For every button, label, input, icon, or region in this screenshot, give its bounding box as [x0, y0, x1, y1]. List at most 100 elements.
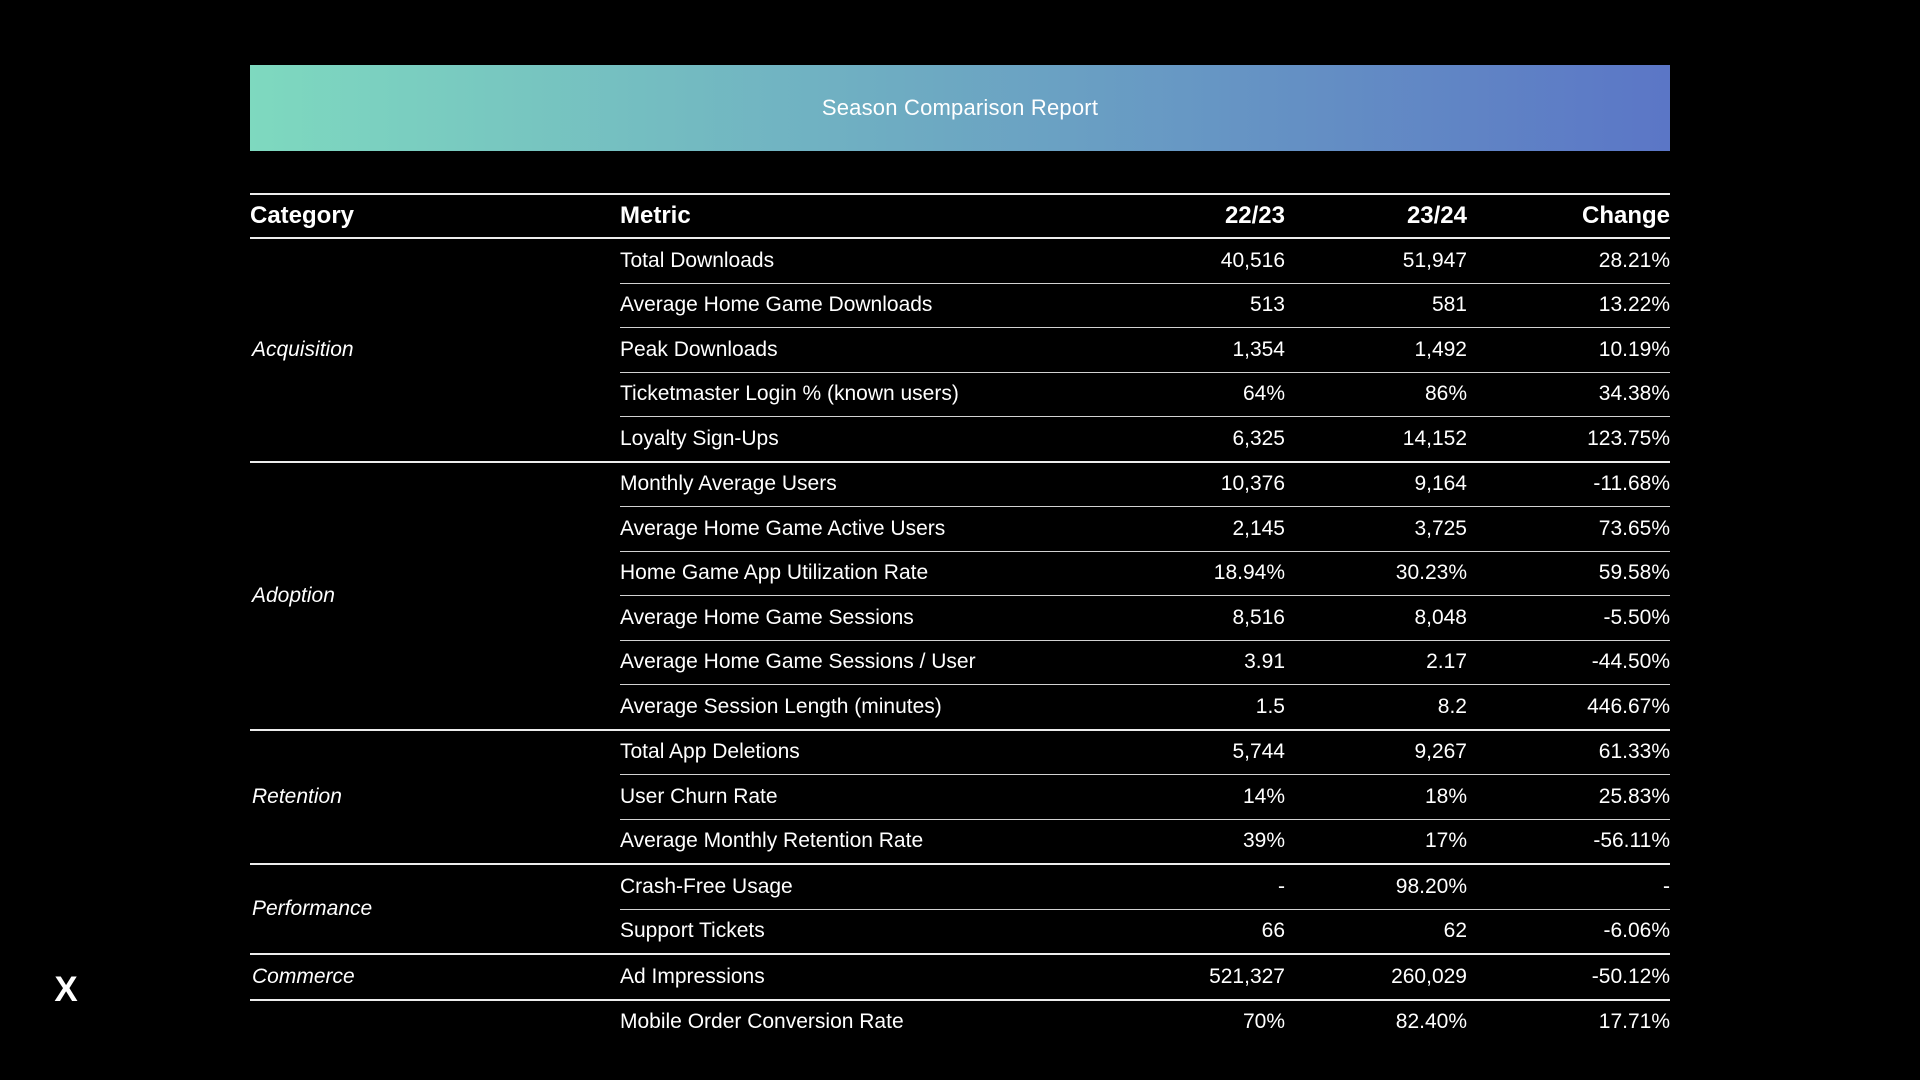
- value-cell: 513: [1065, 283, 1285, 328]
- value-cell: -: [1065, 864, 1285, 910]
- value-cell: 8,516: [1065, 595, 1285, 641]
- value-cell: 64%: [1065, 372, 1285, 417]
- value-cell: -44.50%: [1467, 640, 1670, 685]
- column-header-22-23: 22/23: [1224, 202, 1285, 229]
- section-performance: Performance Crash-Free Usage -98.20% - Suppo…: [250, 864, 1670, 954]
- value-cell: 59.58%: [1467, 551, 1670, 596]
- section-uncategorized: Mobile Order Conversion Rate 70% 82.40% 17.…: [250, 1000, 1670, 1045]
- column-header-change: Change: [1581, 202, 1670, 229]
- table-row: Acquisition Total Downloads 40,516 51,947 28…: [250, 238, 1670, 361]
- value-cell: 73.65%: [1467, 506, 1670, 552]
- metric-cell: Average Home Game Sessions / User: [620, 640, 1065, 685]
- section-retention: Retention Total App Deletions 5,744 9,267 61…: [250, 729, 1670, 864]
- value-cell: 18%: [1285, 774, 1467, 820]
- value-cell: 25.83%: [1467, 774, 1670, 820]
- table-row: Average Home Game Sessions 8,516 8,048 -5.5…: [250, 595, 1670, 641]
- category-label: Acquisition: [252, 337, 354, 361]
- metric-cell: Home Game App Utilization Rate: [620, 551, 1065, 596]
- column-header-23-24: 23/24: [1406, 202, 1467, 229]
- season-comparison-table: Category Metric 22/23 23/24 Change Acquisiti…: [250, 193, 1670, 1044]
- table-row: Average Home Game Active Users 2,145 3,725…: [250, 506, 1670, 552]
- table-row: Peak Downloads 1,354 1,492 10.19%: [250, 327, 1670, 373]
- value-cell: 40,516: [1065, 238, 1285, 284]
- section-adoption: Adoption Monthly Average Users 10,376 9,164…: [250, 461, 1670, 730]
- value-cell: 1,492: [1285, 327, 1467, 373]
- metric-cell: Total Downloads: [620, 238, 1065, 284]
- value-cell: 17.71%: [1598, 1010, 1670, 1034]
- value-cell: -6.06%: [1603, 919, 1670, 943]
- section-acquisition: Acquisition Total Downloads 40,516 51,947 28…: [250, 238, 1670, 462]
- value-cell: 61.33%: [1467, 729, 1670, 775]
- metric-cell: Average Home Game Sessions: [620, 595, 1065, 641]
- value-cell: 10.19%: [1467, 327, 1670, 373]
- report-title: Season Comparison Report: [821, 95, 1099, 120]
- value-cell: 2.17: [1285, 640, 1467, 685]
- value-cell: 14%: [1065, 774, 1285, 820]
- table-row: User Churn Rate 14% 18% 25.83%: [250, 774, 1670, 820]
- category-label: Performance: [252, 897, 373, 920]
- value-cell: 17%: [1424, 829, 1467, 853]
- value-cell: 1,354: [1065, 327, 1285, 373]
- value-cell: 62: [1443, 919, 1467, 943]
- value-cell: 8,048: [1285, 595, 1467, 641]
- metric-cell: Total App Deletions: [620, 729, 1065, 775]
- metric-cell: Ticketmaster Login % (known users): [620, 372, 1065, 417]
- value-cell: 10,376: [1065, 461, 1285, 507]
- metric-cell: Average Home Game Active Users: [620, 506, 1065, 552]
- metric-cell: Crash-Free Usage: [620, 864, 1065, 910]
- value-cell: 98.20%: [1285, 864, 1467, 910]
- value-cell: 13.22%: [1467, 283, 1670, 328]
- value-cell: 70%: [1242, 1010, 1285, 1034]
- value-cell: 82.40%: [1395, 1010, 1467, 1034]
- value-cell: 446.67%: [1587, 694, 1670, 718]
- table-row: Loyalty Sign-Ups 6,325 14,152 123.75%: [250, 417, 1670, 462]
- table-row: Mobile Order Conversion Rate 70% 82.40% 17.…: [250, 1000, 1670, 1045]
- value-cell: 1.5: [1255, 694, 1285, 718]
- value-cell: 34.38%: [1467, 372, 1670, 417]
- table-header-row: Category Metric 22/23 23/24 Change: [250, 194, 1670, 238]
- category-label: [250, 1000, 620, 1045]
- close-button[interactable]: X: [54, 970, 78, 1009]
- metric-cell: Ad Impressions: [620, 964, 765, 988]
- table-row: Retention Total App Deletions 5,744 9,267 61…: [250, 729, 1670, 808]
- column-header-metric: Metric: [620, 202, 691, 229]
- metric-cell: Peak Downloads: [620, 327, 1065, 373]
- table-row: Average Session Length (minutes) 1.5 8.2 44…: [250, 685, 1670, 730]
- value-cell: 39%: [1242, 829, 1285, 853]
- value-cell: 5,744: [1065, 729, 1285, 775]
- value-cell: 581: [1285, 283, 1467, 328]
- category-label: Commerce: [252, 964, 355, 988]
- table-row: Ticketmaster Login % (known users) 64% 86%…: [250, 372, 1670, 417]
- section-commerce: Commerce Ad Impressions 521,327 260,029 -50.…: [250, 954, 1670, 1000]
- value-cell: -11.68%: [1467, 461, 1670, 507]
- value-cell: -5.50%: [1467, 595, 1670, 641]
- value-cell: 2,145: [1065, 506, 1285, 552]
- metric-cell: Average Monthly Retention Rate: [620, 829, 924, 853]
- value-cell: -: [1467, 864, 1670, 910]
- metric-cell: Loyalty Sign-Ups: [620, 426, 779, 450]
- value-cell: 51,947: [1285, 238, 1467, 284]
- table-row: Commerce Ad Impressions 521,327 260,029 -50.…: [250, 954, 1670, 1000]
- table-row: Support Tickets 66 62 -6.06%: [250, 909, 1670, 954]
- value-cell: 123.75%: [1587, 426, 1670, 450]
- value-cell: 521,327: [1209, 964, 1285, 988]
- value-cell: -56.11%: [1593, 829, 1670, 853]
- value-cell: 66: [1261, 919, 1285, 943]
- category-label: Retention: [252, 784, 342, 808]
- value-cell: 30.23%: [1285, 551, 1467, 596]
- value-cell: 9,267: [1285, 729, 1467, 775]
- table-row: Average Monthly Retention Rate 39% 17% -56.…: [250, 819, 1670, 864]
- report-banner: Season Comparison Report: [250, 65, 1670, 151]
- value-cell: -50.12%: [1591, 964, 1670, 988]
- value-cell: 18.94%: [1065, 551, 1285, 596]
- value-cell: 8.2: [1437, 694, 1467, 718]
- value-cell: 6,325: [1232, 426, 1285, 450]
- table-row: Adoption Monthly Average Users 10,376 9,164…: [250, 461, 1670, 607]
- metric-cell: User Churn Rate: [620, 774, 1065, 820]
- table-row: Average Home Game Downloads 513 581 13.22%: [250, 283, 1670, 328]
- value-cell: 28.21%: [1467, 238, 1670, 284]
- value-cell: 9,164: [1285, 461, 1467, 507]
- metric-cell: Monthly Average Users: [620, 461, 1065, 507]
- value-cell: 86%: [1285, 372, 1467, 417]
- metric-cell: Support Tickets: [620, 919, 765, 943]
